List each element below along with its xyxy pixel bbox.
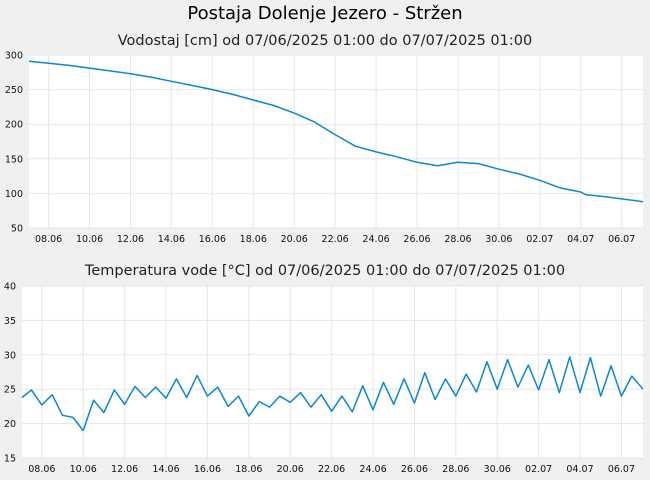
- x-tick-label: 02.07: [525, 464, 552, 475]
- x-tick-label: 10.06: [76, 234, 103, 245]
- x-tick-label: 10.06: [70, 464, 97, 475]
- plot-area: [29, 55, 643, 228]
- x-tick-label: 22.06: [322, 234, 349, 245]
- y-tick-label: 20: [4, 419, 16, 430]
- chart-2: Temperatura vode [°C] od 07/06/2025 01:0…: [4, 263, 644, 475]
- x-tick-label: 02.07: [526, 234, 553, 245]
- x-tick-label: 18.06: [240, 234, 267, 245]
- series-line: [21, 356, 644, 432]
- chart-1: Vodostaj [cm] od 07/06/2025 01:00 do 07/…: [5, 33, 644, 245]
- x-tick-label: 24.06: [362, 234, 389, 245]
- x-tick-label: 06.07: [608, 234, 635, 245]
- y-tick-label: 25: [4, 385, 16, 396]
- x-tick-label: 06.07: [608, 464, 635, 475]
- y-tick-label: 35: [4, 316, 16, 327]
- x-tick-label: 18.06: [235, 464, 262, 475]
- x-tick-label: 12.06: [111, 464, 138, 475]
- x-tick-label: 04.07: [566, 464, 593, 475]
- x-tick-label: 20.06: [281, 234, 308, 245]
- x-tick-label: 08.06: [28, 464, 55, 475]
- x-tick-label: 14.06: [158, 234, 185, 245]
- x-tick-label: 22.06: [318, 464, 345, 475]
- x-tick-label: 14.06: [152, 464, 179, 475]
- x-tick-label: 28.06: [444, 234, 471, 245]
- x-tick-label: 28.06: [442, 464, 469, 475]
- y-tick-label: 50: [11, 224, 23, 235]
- x-tick-label: 20.06: [277, 464, 304, 475]
- x-tick-label: 08.06: [35, 234, 62, 245]
- x-tick-label: 04.07: [567, 234, 594, 245]
- page-title: Postaja Dolenje Jezero - Stržen: [187, 3, 463, 24]
- x-tick-label: 30.06: [485, 234, 512, 245]
- y-tick-label: 100: [5, 189, 23, 200]
- x-tick-label: 26.06: [401, 464, 428, 475]
- y-tick-label: 40: [4, 282, 16, 293]
- x-tick-label: 16.06: [194, 464, 221, 475]
- y-tick-label: 300: [5, 51, 23, 62]
- y-tick-label: 250: [5, 85, 23, 96]
- y-tick-label: 30: [4, 350, 16, 361]
- x-tick-label: 26.06: [403, 234, 430, 245]
- x-tick-label: 30.06: [484, 464, 511, 475]
- x-tick-label: 16.06: [199, 234, 226, 245]
- series-line: [28, 60, 644, 203]
- y-tick-label: 15: [4, 454, 16, 465]
- plot-area: [22, 286, 643, 458]
- y-tick-label: 150: [5, 154, 23, 165]
- y-tick-label: 200: [5, 120, 23, 131]
- chart-title: Temperatura vode [°C] od 07/06/2025 01:0…: [84, 263, 565, 279]
- x-tick-label: 24.06: [359, 464, 386, 475]
- chart-title: Vodostaj [cm] od 07/06/2025 01:00 do 07/…: [118, 33, 532, 49]
- x-tick-label: 12.06: [117, 234, 144, 245]
